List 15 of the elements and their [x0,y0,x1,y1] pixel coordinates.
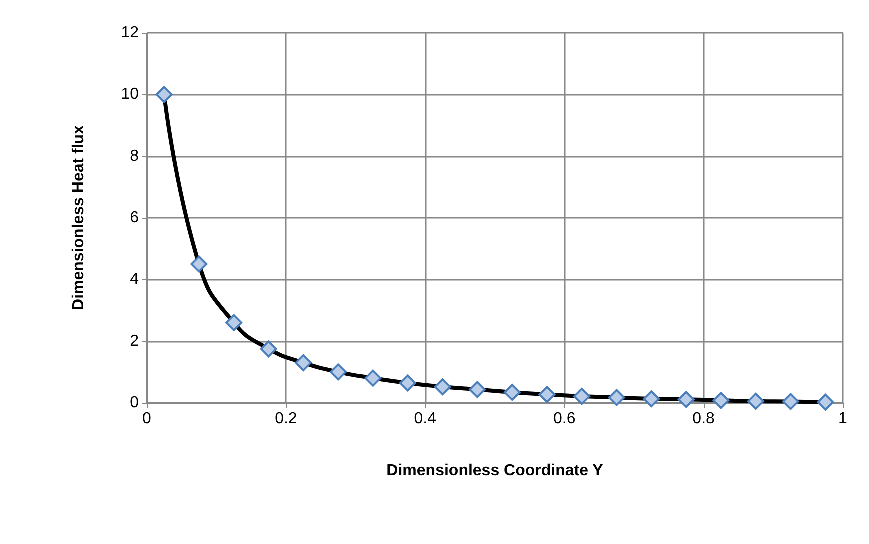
y-tick-label: 10 [121,86,140,104]
y-axis-title: Dimensionless Heat flux [70,125,88,310]
y-tick-label: 4 [130,271,140,288]
y-tick-label: 0 [130,394,140,412]
x-tick-label: 0.4 [414,410,437,428]
y-tick-label: 2 [130,332,140,350]
y-tick-label: 12 [121,24,140,42]
x-tick-label: 0 [142,410,152,428]
x-tick-label: 1 [838,410,848,428]
x-tick-label: 0.8 [692,410,716,428]
y-tick-label: 8 [130,148,140,165]
x-tick-label: 0.2 [275,410,298,428]
y-tick-label: 6 [130,210,140,226]
x-axis-title: Dimensionless Coordinate Y [386,462,604,480]
x-tick-label: 0.6 [553,410,576,428]
